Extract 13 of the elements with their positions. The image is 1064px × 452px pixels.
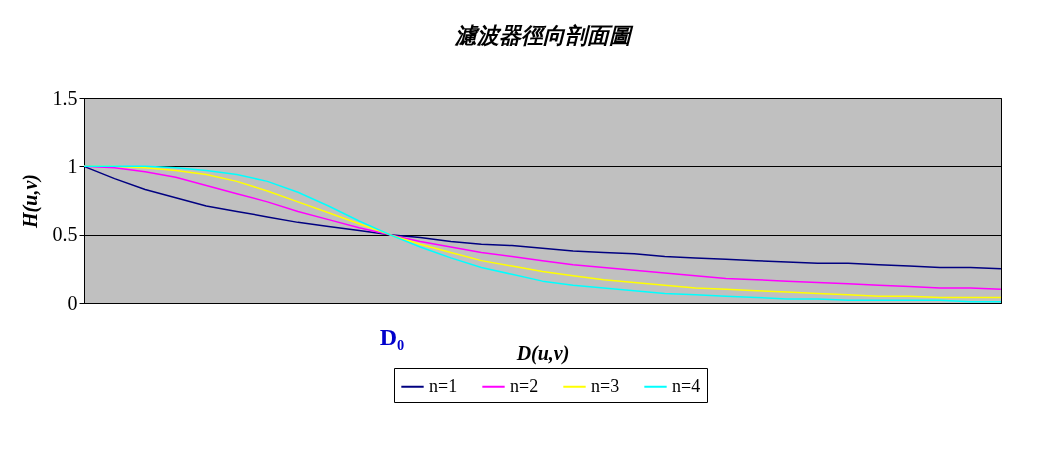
chart-title: 濾波器徑向剖面圖 [453, 23, 634, 48]
line-series [83, 165, 1002, 270]
x-axis-title: D(u,v) [515, 341, 570, 365]
legend-label: n=1 [429, 375, 458, 396]
text: D₀ [379, 324, 405, 350]
y-tick-label: 1 [67, 154, 78, 177]
legend-label: n=3 [591, 375, 620, 396]
y-axis-title: H(u,v) [18, 174, 42, 229]
y-tick-label: 0.5 [52, 223, 78, 246]
legend-label: n=2 [510, 375, 539, 396]
y-tick-label: 0 [67, 291, 78, 314]
legend-label: n=4 [672, 375, 701, 396]
y-tick-label: 1.5 [52, 86, 78, 109]
